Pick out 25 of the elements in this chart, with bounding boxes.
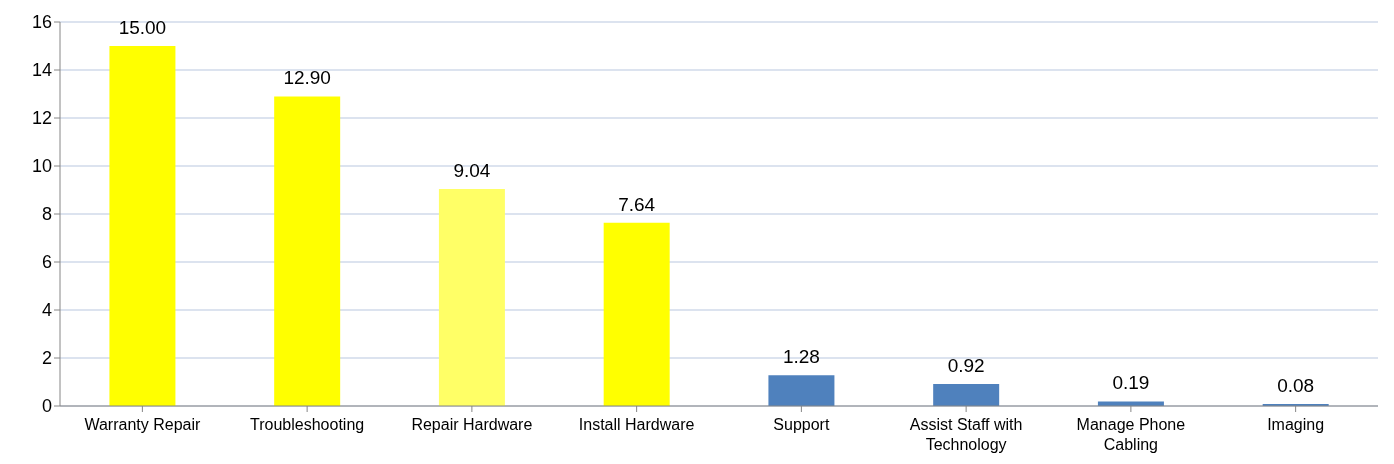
y-tick-label: 6 xyxy=(41,252,52,273)
x-tick-label: Install Hardware xyxy=(578,416,695,433)
x-tick-label: Support xyxy=(773,416,830,433)
y-tick-label: 8 xyxy=(41,204,52,225)
x-tick-label: Manage Phone Cabling xyxy=(1076,416,1186,453)
data-label: 12.90 xyxy=(283,67,331,89)
data-label: 7.64 xyxy=(618,193,656,215)
data-label: 0.08 xyxy=(1277,375,1315,397)
data-label: 1.28 xyxy=(782,346,820,368)
x-tick-label: Repair Hardware xyxy=(411,416,533,433)
y-tick-label: 16 xyxy=(31,12,52,33)
data-label: 9.04 xyxy=(453,160,491,182)
data-label: 15.00 xyxy=(118,17,167,38)
x-tick-label: Troubleshooting xyxy=(250,416,365,433)
y-tick-label: 2 xyxy=(41,348,52,369)
data-label: 0.19 xyxy=(1112,372,1150,394)
y-tick-label: 14 xyxy=(31,60,52,81)
x-tick-label: Imaging xyxy=(1267,416,1325,433)
y-tick-label: 0 xyxy=(41,396,52,417)
x-tick-label: Warranty Repair xyxy=(84,416,201,433)
y-tick-label: 12 xyxy=(31,108,52,129)
x-tick-label: Assist Staff with Technology xyxy=(909,416,1023,453)
y-tick-label: 10 xyxy=(31,156,52,177)
data-label: 0.92 xyxy=(947,354,985,376)
y-tick-label: 4 xyxy=(41,300,52,321)
